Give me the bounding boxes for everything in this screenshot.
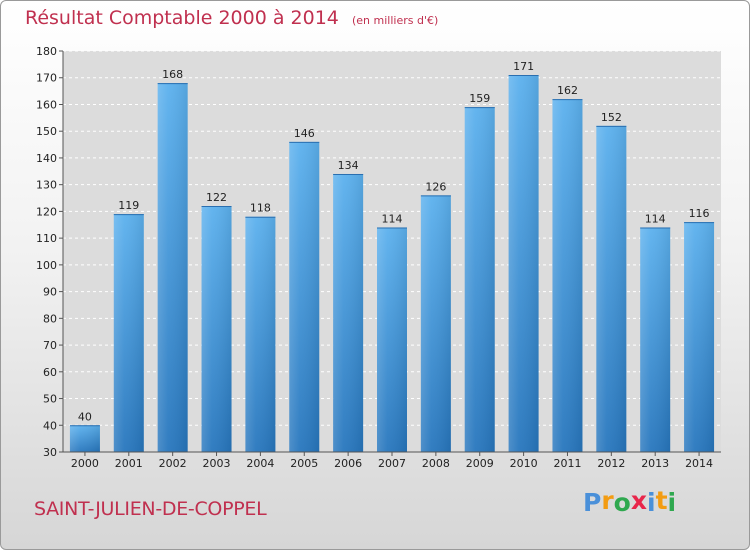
bar-2003 [201,206,232,452]
y-tick-label: 90 [43,286,57,299]
bar-shade [201,206,232,452]
bar-2011 [552,99,583,453]
bar-shade [377,227,407,452]
bar-2000 [69,425,100,452]
data-label: 114 [382,212,403,225]
y-tick-label: 160 [36,98,57,111]
chart-title: Résultat Comptable 2000 à 2014 (en milli… [25,7,438,29]
y-tick-label: 70 [43,339,57,352]
x-tick-label: 2013 [641,457,669,470]
bar-2004 [245,216,276,452]
y-tick-label: 120 [36,205,57,218]
y-tick-label: 50 [43,393,57,406]
x-tick-label: 2001 [115,457,143,470]
y-tick-label: 30 [43,446,57,459]
data-label: 162 [557,84,578,97]
data-label: 159 [469,92,490,105]
chart-subtitle: (en milliers d'€) [351,14,439,27]
x-tick-label: 2002 [159,457,187,470]
logo-letter: r [601,486,614,515]
data-label: 126 [425,180,446,193]
bar-shade [333,173,364,452]
bar-2012 [596,125,627,452]
bar-shade [245,216,276,452]
data-label: 134 [338,159,359,172]
data-label: 114 [645,212,666,225]
x-tick-label: 2000 [71,457,99,470]
bar-2005 [289,141,320,453]
x-tick-label: 2012 [597,457,625,470]
data-label: 119 [118,199,139,212]
y-axis: 30 40 50 60 70 80 90 100 110 120 130 140 150 160 170 18… [36,45,64,459]
bar-2009 [464,107,495,452]
bar-2010 [508,75,539,452]
bar-2007 [377,227,407,452]
bar-shade [508,75,539,452]
bar-shade [684,222,715,452]
y-tick-label: 100 [36,259,57,272]
y-tick-label: 80 [43,312,57,325]
y-tick-label: 40 [43,419,57,432]
bars [69,75,715,453]
x-tick-label: 2011 [553,457,581,470]
y-tick-label: 180 [36,45,57,58]
data-labels: 40 119 168 122 118 146 134 114 126 159 171 162 152 11… [78,60,710,423]
bar-2001 [113,214,144,452]
x-tick-label: 2007 [378,457,406,470]
bar-shade [596,125,627,452]
data-label: 116 [689,207,710,220]
logo-letter: i [647,488,656,517]
logo-letter: i [667,488,677,517]
bar-shade [157,83,188,452]
x-tick-label: 2008 [422,457,450,470]
y-tick-label: 170 [36,72,57,85]
y-tick-label: 140 [36,152,57,165]
data-label: 122 [206,191,227,204]
bar-shade [552,99,583,453]
bar-shade [113,214,144,452]
data-label: 168 [162,68,183,81]
bar-2002 [157,83,188,452]
x-axis: 2000 2001 2002 2003 2004 2005 2006 2007 2008 2009… [63,451,721,470]
bar-2008 [420,195,451,453]
bar-2006 [333,173,364,452]
x-tick-label: 2010 [510,457,538,470]
logo-letter: P [583,488,602,517]
x-tick-label: 2005 [290,457,318,470]
x-tick-label: 2003 [203,457,231,470]
chart-title-main: Résultat Comptable 2000 à 2014 [25,7,339,29]
bar-shade [69,425,100,452]
x-tick-label: 2009 [466,457,494,470]
x-tick-label: 2004 [246,457,274,470]
data-label: 40 [78,410,92,423]
y-tick-label: 150 [36,125,57,138]
x-tick-label: 2006 [334,457,362,470]
proxiti-logo: Proxiti [583,486,677,517]
logo-letter: t [655,486,668,515]
bar-shade [640,227,671,452]
bar-2013 [640,227,671,452]
city-name: SAINT-JULIEN-DE-COPPEL [34,498,267,520]
data-label: 152 [601,111,622,124]
data-label: 171 [513,60,534,73]
logo-letter: x [630,486,647,515]
y-tick-label: 110 [36,232,57,245]
bar-shade [464,107,495,452]
x-tick-label: 2014 [685,457,713,470]
logo-letter: o [613,488,631,517]
data-label: 118 [250,202,271,215]
bar-shade [289,141,320,453]
bar-2014 [684,222,715,452]
data-label: 146 [294,127,315,140]
y-tick-label: 130 [36,179,57,192]
y-tick-label: 60 [43,366,57,379]
bar-shade [420,195,451,453]
